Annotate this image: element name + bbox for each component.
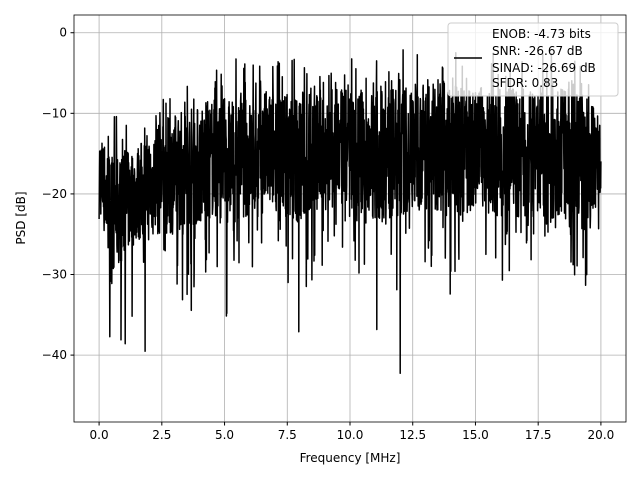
y-tick-label: −40 xyxy=(42,348,67,362)
x-tick-label: 15.0 xyxy=(462,428,489,442)
x-tick-label: 17.5 xyxy=(525,428,552,442)
legend-sfdr: SFDR: 0.83 xyxy=(492,76,558,90)
legend-sinad: SINAD: -26.69 dB xyxy=(492,61,596,75)
x-ticks: 0.0 2.5 5.0 7.5 10.0 12.5 15.0 17.5 20.0 xyxy=(90,422,615,442)
y-tick-label: −10 xyxy=(42,106,67,120)
legend-snr: SNR: -26.67 dB xyxy=(492,44,583,58)
y-ticks: 0 −10 −20 −30 −40 xyxy=(42,26,74,362)
x-tick-label: 12.5 xyxy=(399,428,426,442)
x-axis-label: Frequency [MHz] xyxy=(300,451,401,465)
legend-enob: ENOB: -4.73 bits xyxy=(492,27,591,41)
x-tick-label: 2.5 xyxy=(152,428,171,442)
y-tick-label: 0 xyxy=(59,26,67,40)
y-tick-label: −30 xyxy=(42,268,67,282)
psd-series-line xyxy=(98,49,602,374)
x-tick-label: 10.0 xyxy=(337,428,364,442)
legend-box xyxy=(447,22,619,97)
plot-area xyxy=(98,49,602,374)
x-tick-label: 20.0 xyxy=(588,428,615,442)
x-tick-label: 7.5 xyxy=(278,428,297,442)
x-tick-label: 0.0 xyxy=(90,428,109,442)
y-tick-label: −20 xyxy=(42,187,67,201)
x-tick-label: 5.0 xyxy=(215,428,234,442)
y-axis-label: PSD [dB] xyxy=(14,191,28,244)
legend: ENOB: -4.73 bits SNR: -26.67 dB SINAD: -… xyxy=(447,22,619,97)
